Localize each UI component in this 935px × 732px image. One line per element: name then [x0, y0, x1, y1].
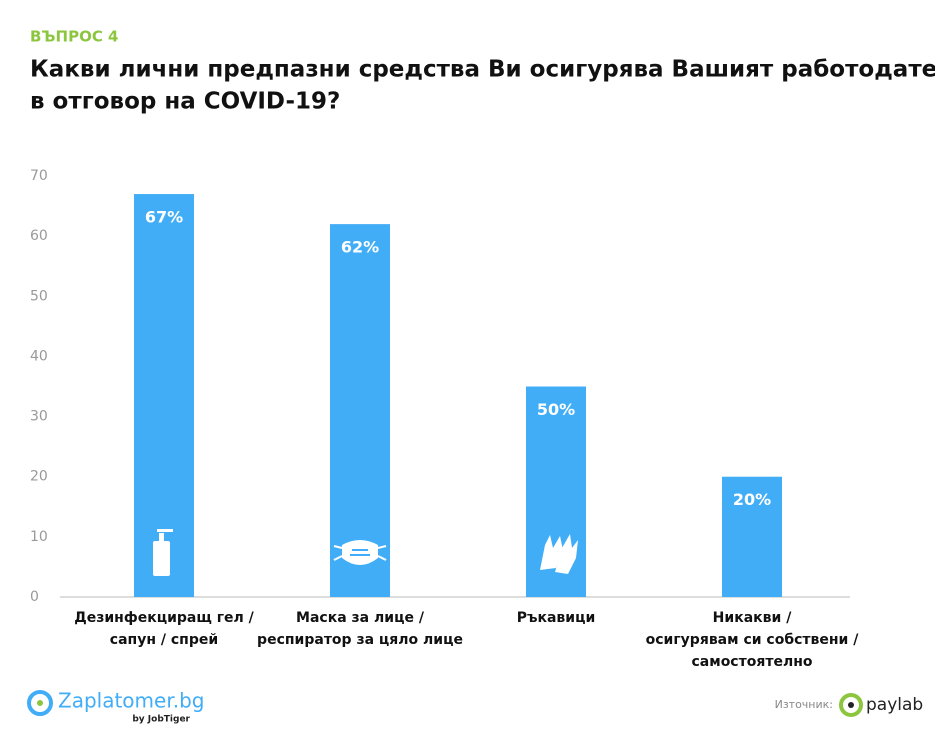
x-tick-label: осигурявам си собствени / — [646, 632, 860, 648]
data-label: 62% — [341, 238, 379, 257]
brand-logo — [27, 690, 53, 716]
brand: Zaplatomer.bg — [58, 689, 204, 713]
brand-logo-dot — [37, 700, 43, 706]
x-tick-label: Никакви / — [713, 610, 793, 626]
data-label: 67% — [145, 208, 183, 227]
bar — [330, 224, 390, 597]
y-tick-label: 30 — [30, 409, 48, 425]
x-tick-label: Дезинфекциращ гел / — [74, 610, 254, 626]
kicker: ВЪПРОС 4 — [30, 28, 119, 46]
y-tick-label: 70 — [30, 168, 48, 184]
icons — [153, 529, 578, 576]
x-tick-label: Маска за лице / — [296, 610, 425, 626]
data-label: 50% — [537, 400, 575, 419]
bar — [722, 476, 782, 597]
chart-title: в отговор на COVID-19? — [30, 89, 340, 115]
y-tick-label: 60 — [30, 228, 48, 244]
source-logo-dot — [848, 702, 854, 708]
chart-title: Какви лични предпазни средства Ви осигур… — [30, 57, 935, 83]
x-tick-label: сапун / спрей — [110, 632, 218, 648]
y-tick-label: 40 — [30, 348, 48, 364]
x-tick-label: респиратор за цяло лице — [257, 632, 463, 648]
source-logo — [839, 693, 863, 717]
y-tick-label: 20 — [30, 469, 48, 485]
source-label: Източник: — [775, 698, 833, 711]
y-tick-label: 10 — [30, 529, 48, 545]
gloves-icon — [540, 534, 578, 574]
x-tick-label: Ръкавици — [517, 610, 596, 626]
x-tick-label: самостоятелно — [692, 654, 813, 670]
y-tick-label: 0 — [30, 589, 39, 605]
brand-by: by JobTiger — [132, 715, 190, 725]
bottle-icon — [153, 529, 173, 576]
y-tick-label: 50 — [30, 288, 48, 304]
data-label: 20% — [733, 490, 771, 509]
mask-icon — [333, 540, 387, 565]
source: paylab — [866, 695, 923, 715]
